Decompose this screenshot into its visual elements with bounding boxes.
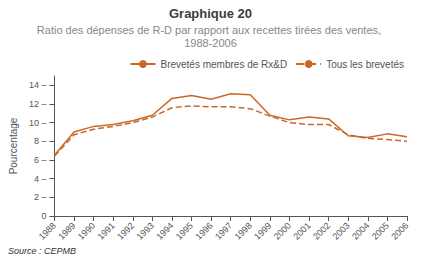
- svg-text:14 –: 14 –: [29, 80, 47, 90]
- svg-text:1992: 1992: [115, 220, 136, 241]
- svg-text:1991: 1991: [96, 220, 117, 241]
- svg-text:2002: 2002: [311, 220, 332, 241]
- svg-text:1990: 1990: [76, 220, 97, 241]
- svg-text:Tous les brevetés: Tous les brevetés: [326, 59, 404, 70]
- svg-text:1994: 1994: [154, 220, 175, 241]
- svg-text:Source : CEPMB: Source : CEPMB: [8, 246, 76, 256]
- svg-text:1988-2006: 1988-2006: [184, 37, 237, 49]
- svg-text:6 –: 6 –: [34, 155, 47, 165]
- svg-text:1988: 1988: [37, 220, 58, 241]
- svg-text:2001: 2001: [291, 220, 312, 241]
- svg-text:1989: 1989: [56, 220, 77, 241]
- svg-text:2005: 2005: [370, 220, 391, 241]
- svg-text:Ratio des dépenses de R-D par: Ratio des dépenses de R-D par rapport au…: [37, 24, 384, 36]
- svg-text:2000: 2000: [272, 220, 293, 241]
- svg-text:2 –: 2 –: [34, 192, 47, 202]
- svg-text:1993: 1993: [135, 220, 156, 241]
- svg-text:1995: 1995: [174, 220, 195, 241]
- svg-text:Graphique 20: Graphique 20: [169, 6, 252, 21]
- svg-text:1999: 1999: [252, 220, 273, 241]
- svg-text:10 –: 10 –: [29, 118, 47, 128]
- svg-text:Brevetés membres de Rx&D: Brevetés membres de Rx&D: [160, 59, 287, 70]
- svg-text:2004: 2004: [350, 220, 371, 241]
- svg-text:2003: 2003: [331, 220, 352, 241]
- svg-text:4 –: 4 –: [34, 174, 47, 184]
- svg-text:Pourcentage: Pourcentage: [8, 117, 19, 174]
- svg-text:1998: 1998: [233, 220, 254, 241]
- svg-text:12 –: 12 –: [29, 99, 47, 109]
- svg-text:8 –: 8 –: [34, 136, 47, 146]
- svg-text:1996: 1996: [193, 220, 214, 241]
- svg-text:0: 0: [41, 211, 46, 221]
- svg-text:2006: 2006: [389, 220, 410, 241]
- svg-text:1997: 1997: [213, 220, 234, 241]
